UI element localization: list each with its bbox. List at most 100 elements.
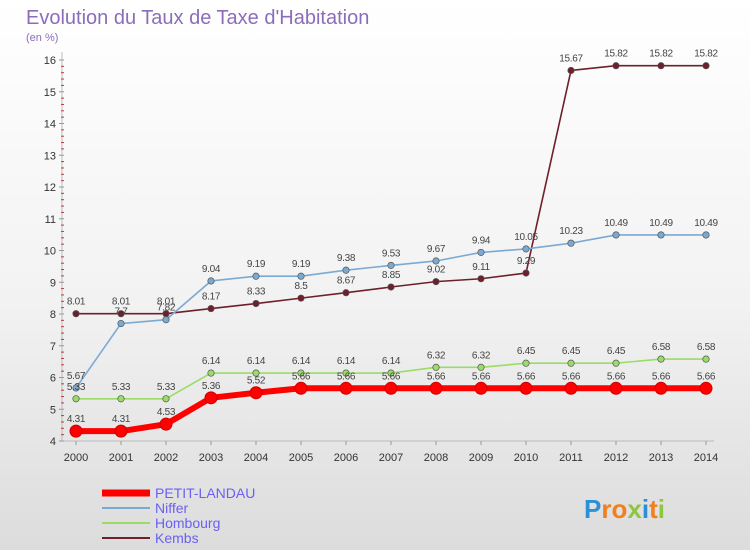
x-tick-label: 2008	[424, 452, 448, 464]
point-petit-landau	[429, 381, 443, 395]
point-hombourg	[117, 395, 125, 403]
logo-letter: r	[601, 494, 611, 524]
x-tick-label: 2001	[109, 452, 133, 464]
data-label-niffer: 10.23	[559, 226, 583, 237]
data-label-petit-landau: 5.66	[292, 371, 311, 382]
point-kembs	[567, 66, 575, 75]
point-niffer	[162, 316, 170, 324]
x-tick-label: 2014	[694, 452, 718, 464]
data-label-niffer: 9.19	[292, 259, 311, 270]
data-label-niffer: 9.67	[427, 244, 446, 255]
chart-title: Evolution du Taux de Taxe d'Habitation	[26, 7, 369, 29]
legend-label-kembs: Kembs	[155, 530, 199, 546]
axes: 4 5 6 7 8 9 10 11 12 13 14 15 16 2000 2001 2002 2003 2004…	[44, 52, 718, 464]
data-label-niffer: 10.49	[649, 218, 673, 229]
y-tick-label: 14	[44, 119, 56, 131]
data-label-petit-landau: 5.66	[427, 371, 446, 382]
data-label-niffer: 7.82	[157, 303, 176, 314]
data-label-niffer: 9.19	[247, 259, 266, 270]
legend-label-petit-landau: PETIT-LANDAU	[155, 485, 255, 501]
data-label-hombourg: 6.32	[427, 350, 446, 361]
point-kembs	[72, 310, 80, 318]
data-label-kembs: 8.5	[294, 281, 308, 292]
data-label-hombourg: 5.33	[112, 382, 131, 393]
point-niffer	[387, 261, 395, 269]
point-hombourg	[342, 369, 350, 377]
point-kembs	[612, 62, 620, 70]
data-label-petit-landau: 4.31	[112, 414, 131, 425]
data-label-kembs: 9.11	[472, 262, 490, 273]
x-tick-label: 2013	[649, 452, 673, 464]
point-petit-landau	[204, 391, 218, 405]
point-kembs	[297, 294, 305, 302]
point-petit-landau	[339, 381, 353, 395]
data-label-niffer: 10.49	[694, 218, 718, 229]
point-hombourg	[657, 355, 665, 363]
x-tick-label: 2003	[199, 452, 223, 464]
point-niffer	[297, 272, 305, 280]
logo-letter: i	[658, 494, 665, 524]
data-label-hombourg: 5.33	[157, 382, 176, 393]
data-label-petit-landau: 5.66	[697, 371, 716, 382]
point-petit-landau	[609, 381, 623, 395]
data-label-petit-landau: 5.66	[607, 371, 626, 382]
logo-letter: i	[642, 494, 649, 524]
point-kembs	[207, 305, 215, 313]
point-hombourg	[207, 369, 215, 377]
data-label-hombourg: 6.14	[337, 356, 356, 367]
x-tick-label: 2006	[334, 452, 358, 464]
point-niffer	[477, 248, 485, 256]
data-label-hombourg: 6.58	[652, 342, 671, 353]
data-label-petit-landau: 5.66	[517, 371, 536, 382]
x-tick-label: 2009	[469, 452, 493, 464]
y-tick-label: 16	[44, 55, 56, 67]
point-hombourg	[162, 395, 170, 403]
point-hombourg	[567, 359, 575, 367]
point-petit-landau	[699, 381, 713, 395]
data-label-petit-landau: 4.31	[67, 414, 86, 425]
legend-label-niffer: Niffer	[155, 500, 189, 516]
data-label-kembs: 15.82	[694, 49, 718, 60]
data-label-hombourg: 6.14	[247, 356, 266, 367]
x-tick-label: 2005	[289, 452, 313, 464]
y-tick-label: 11	[45, 214, 56, 226]
point-kembs	[387, 283, 395, 291]
logo-letter: x	[627, 494, 642, 524]
point-niffer	[522, 245, 530, 253]
data-label-petit-landau: 5.66	[652, 371, 671, 382]
data-label-petit-landau: 5.36	[202, 381, 221, 392]
point-petit-landau	[564, 381, 578, 395]
point-hombourg	[432, 363, 440, 371]
data-label-kembs: 9.02	[427, 265, 446, 276]
data-label-kembs: 15.82	[649, 49, 673, 60]
x-tick-label: 2012	[604, 452, 628, 464]
point-petit-landau	[114, 424, 128, 438]
data-label-kembs: 9.29	[517, 256, 536, 267]
point-niffer	[702, 231, 710, 239]
x-tick-label: 2010	[514, 452, 538, 464]
point-hombourg	[522, 359, 530, 367]
data-label-niffer: 9.04	[202, 264, 221, 275]
point-hombourg	[252, 369, 260, 377]
y-tick-label: 10	[44, 246, 56, 258]
data-label-niffer: 5.67	[67, 371, 86, 382]
point-petit-landau	[159, 417, 173, 431]
data-label-kembs: 8.01	[67, 297, 86, 308]
data-label-hombourg: 6.58	[697, 342, 716, 353]
point-hombourg	[477, 363, 485, 371]
data-label-niffer: 7.7	[114, 307, 128, 318]
point-hombourg	[297, 369, 305, 377]
point-niffer	[72, 384, 80, 392]
data-label-niffer: 10.05	[514, 232, 538, 243]
point-petit-landau	[294, 381, 308, 395]
data-label-kembs: 8.33	[247, 287, 266, 298]
point-petit-landau	[474, 381, 488, 395]
data-label-hombourg: 6.32	[472, 350, 491, 361]
data-label-hombourg: 6.14	[382, 356, 401, 367]
point-hombourg	[387, 369, 395, 377]
chart-subtitle: (en %)	[26, 32, 58, 44]
data-label-hombourg: 6.45	[607, 346, 626, 357]
logo-letter: t	[649, 494, 658, 524]
